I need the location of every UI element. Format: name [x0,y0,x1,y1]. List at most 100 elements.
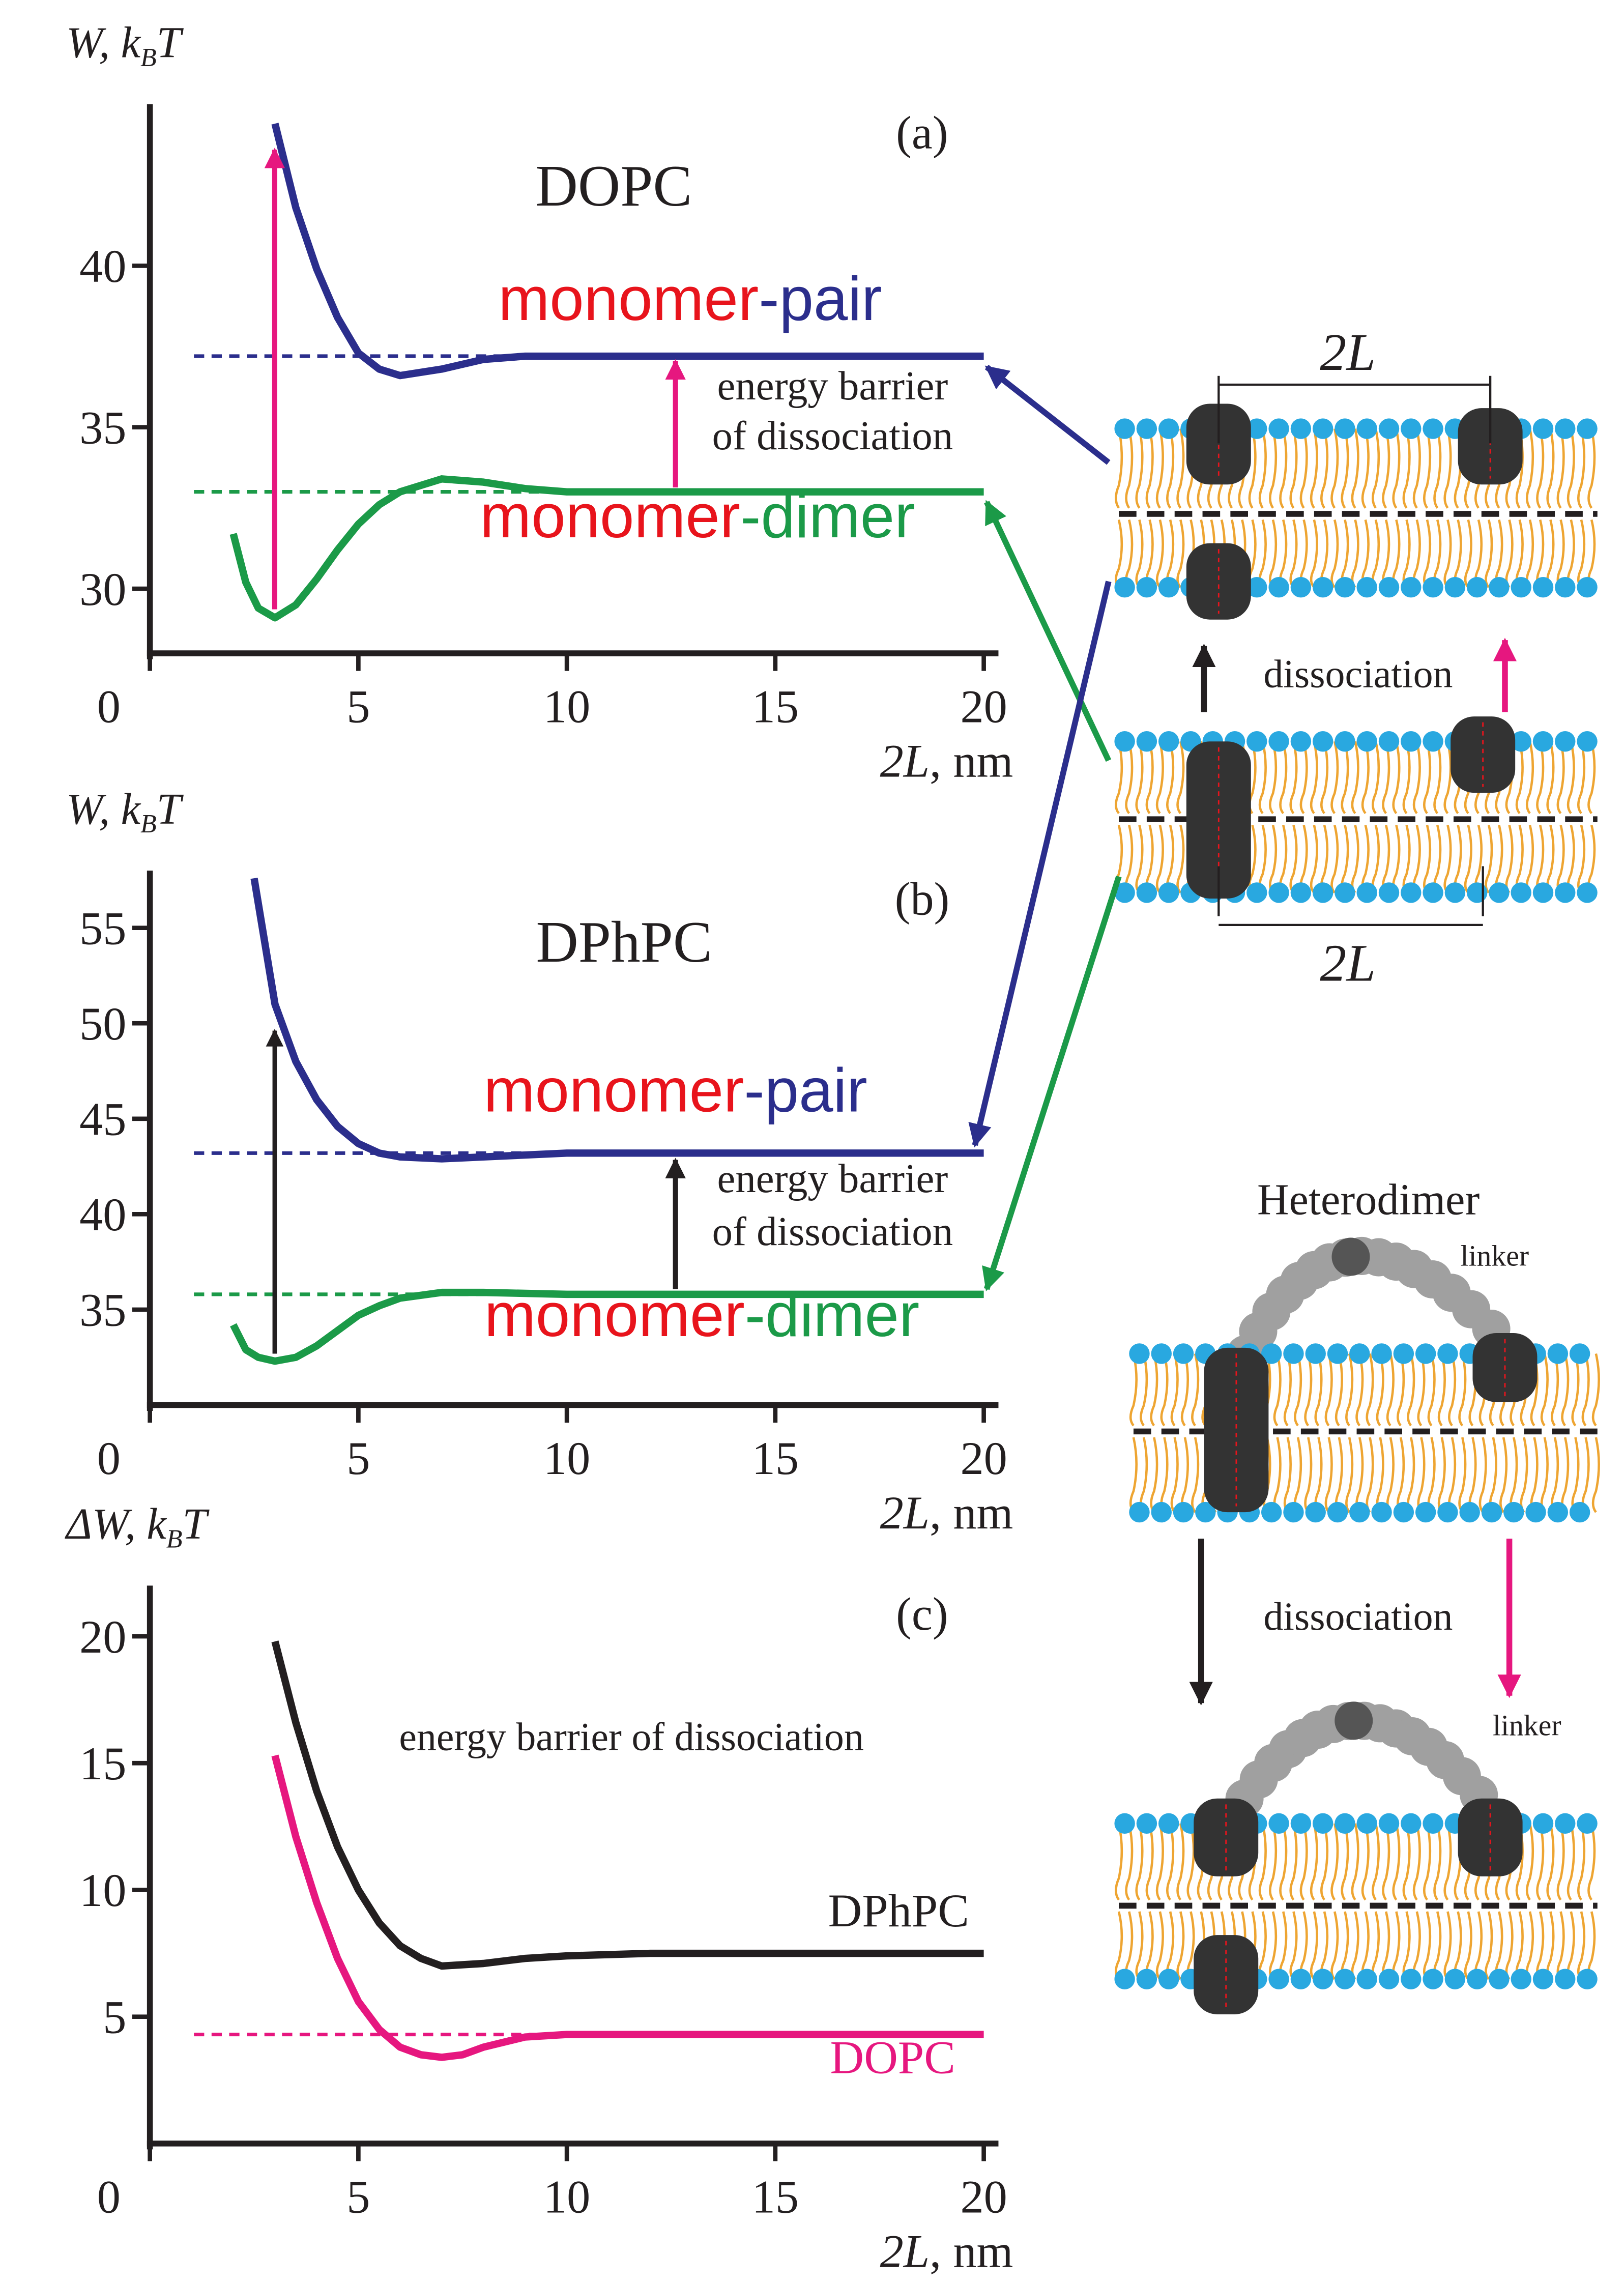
lipid-head [1151,1343,1172,1364]
y-tick-label: 20 [79,1611,126,1663]
curve-label: monomer-dimer [480,481,915,551]
lipid-tail [1581,1353,1590,1427]
lipid-tail [1412,1823,1421,1901]
lipid-tail [1330,741,1339,815]
lipid-tail [1145,1823,1154,1901]
lipid-head [1415,1501,1436,1523]
y-label-part: B [140,43,157,72]
lipid-head [1114,1969,1135,1989]
curve-label: monomer-pair [483,1055,867,1124]
lipid-tail [1125,1823,1134,1901]
protein [1451,716,1516,793]
x-label-part: , nm [930,2225,1013,2277]
lipid-tail [1129,1353,1138,1427]
lipid-head [1532,418,1554,439]
lipid-tail [1402,519,1411,588]
y-tick-label: 15 [79,1738,126,1789]
lipid-head [1401,577,1422,598]
lipid-tail [1587,1911,1596,1980]
arrow [984,364,1111,465]
lipid-tail [1351,741,1359,815]
lipid-tail [1433,428,1442,509]
lipid-head [1489,1969,1510,1989]
lipid-head [1335,418,1355,439]
y-label-part: W, k [66,785,141,833]
lipid-head [1136,577,1157,598]
lipid-tail [1355,1437,1364,1513]
lipid-tail [1577,741,1586,815]
lipid-head [1335,731,1355,752]
lipid-tail [1581,1437,1590,1513]
lipid-tail [1125,741,1134,815]
lipid-tail [1525,1911,1534,1980]
lipid-tail [1382,741,1390,815]
lipid-head [1511,882,1531,903]
lipid-tail [1314,1437,1323,1513]
x-tick-label: 0 [97,681,121,733]
lipid-head [1114,882,1135,903]
annotation: DOPC [536,153,692,218]
lipid-head [1173,1501,1194,1523]
lipid-tail [1556,519,1565,588]
x-tick-label: 20 [960,1432,1007,1484]
lipid-tail [1427,1437,1436,1513]
lipid-tail [1423,1823,1432,1901]
lipid-tail [1433,519,1442,588]
lipid-head [1511,731,1531,752]
lipid-tail [1371,519,1380,588]
lipid-tail [1145,741,1154,815]
lipid-tail [1335,1437,1343,1513]
lipid-head [1378,882,1400,903]
lipid-tail [1458,1353,1467,1427]
curve-label: DPhPC [828,1885,969,1937]
x-label-part: , nm [930,1487,1013,1539]
lipid-tail [1478,1437,1487,1513]
lipid-head [1356,1969,1377,1989]
arrow [982,875,1122,1291]
x-label-part: 2L [880,735,930,787]
lipid-tail [1392,519,1401,588]
lipid-head [1371,1501,1392,1523]
lipid-tail [1310,428,1318,509]
lipid-tail [1591,1437,1600,1513]
lipid-tail [1577,1911,1586,1980]
lipid-tail [1351,1911,1359,1980]
lipid-head [1569,1343,1590,1364]
lipid-tail [1587,428,1596,509]
lipid-tail [1258,428,1267,509]
y-tick-label: 5 [103,1991,126,2043]
lipid-tail [1289,428,1298,509]
lipid-tail [1546,741,1555,815]
lipid-tail [1577,1823,1586,1901]
lipid-head [1423,1969,1443,1989]
diagram-label: dissociation [1263,652,1453,696]
lipid-tail [1345,1353,1354,1427]
arrow [984,500,1112,762]
lipid-tail [1299,428,1308,509]
lipid-tail [1546,1823,1555,1901]
lipid-tail [1160,1353,1169,1427]
lipid-head [1481,1501,1502,1523]
curve-label-part: -pair [759,264,882,333]
lipid-tail [1330,519,1339,588]
lipid-tail [1567,428,1575,509]
lipid-tail [1186,1823,1195,1901]
lipid-tail [1536,428,1545,509]
lipid-head [1555,1969,1576,1989]
lipid-tail [1155,825,1164,893]
protein [1186,403,1251,485]
lipid-tail [1489,1437,1497,1513]
lipid-tail [1556,428,1565,509]
lipid-tail [1525,825,1534,893]
lipid-tail [1567,741,1575,815]
x-tick-label: 15 [752,1432,799,1484]
curve-label-part: DPhPC [828,1885,969,1937]
curve-label: monomer-dimer [484,1280,919,1349]
lipid-head [1356,731,1377,752]
lipid-head [1547,1343,1569,1364]
lipid-head [1466,882,1488,903]
lipid-tail [1443,428,1452,509]
lipid-tail [1289,1823,1298,1901]
x-axis-label: 2L, nm [880,1487,1013,1539]
lipid-tail [1437,1353,1446,1427]
